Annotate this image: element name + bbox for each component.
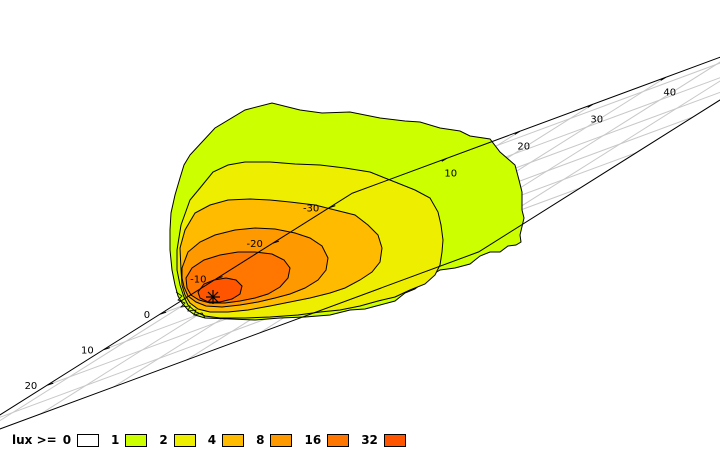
y-tick-mark bbox=[514, 130, 521, 135]
y-tick-label: 30 bbox=[590, 114, 603, 125]
legend-value: 4 bbox=[207, 433, 217, 447]
light-source-marker bbox=[206, 290, 220, 304]
legend-value: 1 bbox=[111, 433, 120, 447]
legend-item-0: 0 bbox=[62, 433, 100, 447]
isometric-light-plot: -30-20-100102030 102030405060 bbox=[0, 56, 720, 430]
x-tick-mark bbox=[103, 347, 110, 351]
legend: lux >= 0 1 2 4 8 16 32 bbox=[12, 430, 418, 450]
x-tick-label: -20 bbox=[247, 239, 263, 250]
y-tick-label: 10 bbox=[444, 168, 457, 179]
y-tick-label: 20 bbox=[517, 141, 530, 152]
illuminance-contours bbox=[169, 102, 525, 321]
y-axis-ticks: 102030405060 bbox=[441, 76, 676, 179]
x-tick-label: -30 bbox=[303, 204, 319, 215]
legend-value: 0 bbox=[62, 433, 72, 447]
frame-outline bbox=[0, 56, 720, 430]
x-tick-mark bbox=[272, 240, 280, 244]
legend-swatch bbox=[383, 433, 406, 447]
y-tick-mark bbox=[441, 157, 448, 162]
legend-label: lux >= bbox=[12, 433, 57, 447]
plot-frame bbox=[0, 56, 720, 430]
legend-swatch bbox=[270, 433, 293, 447]
x-tick-label: 0 bbox=[144, 310, 150, 321]
legend-item-2: 2 bbox=[159, 433, 196, 447]
x-tick-mark bbox=[329, 205, 336, 209]
legend-swatch bbox=[222, 433, 245, 447]
legend-swatch bbox=[77, 433, 100, 447]
legend-value: 2 bbox=[159, 433, 168, 447]
x-tick-mark bbox=[47, 382, 54, 386]
legend-value: 16 bbox=[304, 433, 322, 447]
legend-item-5: 16 bbox=[304, 433, 350, 447]
legend-swatch bbox=[173, 433, 196, 447]
source-scatter bbox=[175, 291, 206, 319]
y-tick-label: 40 bbox=[663, 87, 676, 98]
x-tick-mark bbox=[216, 276, 223, 280]
legend-swatch bbox=[327, 433, 350, 447]
legend-item-4: 8 bbox=[256, 433, 293, 447]
legend-value: 8 bbox=[256, 433, 265, 447]
x-axis-ticks: -30-20-100102030 bbox=[25, 204, 336, 392]
legend-item-3: 4 bbox=[207, 433, 245, 447]
x-tick-mark bbox=[159, 311, 167, 315]
x-tick-label: -10 bbox=[190, 275, 206, 286]
x-tick-label: 10 bbox=[81, 346, 94, 357]
legend-item-6: 32 bbox=[361, 433, 406, 447]
legend-item-1: 1 bbox=[111, 433, 148, 447]
y-tick-mark bbox=[660, 76, 667, 81]
x-tick-label: 20 bbox=[25, 381, 38, 392]
y-tick-mark bbox=[587, 103, 594, 108]
legend-value: 32 bbox=[361, 433, 378, 447]
legend-swatch bbox=[125, 433, 148, 447]
